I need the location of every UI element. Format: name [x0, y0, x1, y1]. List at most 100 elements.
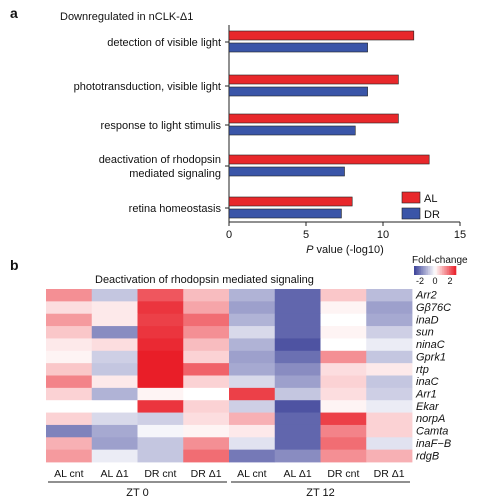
heatmap-cell: [274, 289, 321, 302]
bar-chart-xlabel: P value (-log10): [306, 244, 384, 256]
colorbar-step: [449, 266, 452, 275]
colorbar-step: [421, 266, 424, 275]
heatmap-cell: [91, 363, 138, 376]
heatmap-cell: [274, 338, 321, 352]
gene-label: norpA: [416, 413, 445, 425]
heatmap-cell: [183, 313, 230, 327]
heatmap-cell: [274, 387, 321, 401]
gene-label: rtp: [416, 364, 429, 376]
bar-al: [228, 113, 399, 124]
heatmap-cell: [46, 375, 93, 389]
heatmap-cell: [183, 375, 230, 389]
heatmap-cell: [274, 449, 321, 463]
colorbar-step: [415, 266, 418, 275]
colorbar-step: [422, 266, 425, 275]
heatmap-cell: [320, 350, 367, 364]
column-label: AL cnt: [237, 468, 266, 480]
heatmap-cell: [366, 350, 413, 364]
category-label: detection of visible light: [107, 37, 221, 49]
heatmap-cell: [320, 338, 367, 352]
gene-label: Camta: [416, 426, 448, 438]
heatmap-cell: [320, 400, 367, 413]
heatmap-cell: [46, 289, 93, 302]
bar-chart-xlabel-p: P: [306, 244, 314, 256]
colorbar-step: [431, 266, 434, 275]
colorbar-tick-label: -2: [416, 276, 424, 286]
heatmap-cell: [137, 449, 184, 463]
colorbar-step: [433, 266, 436, 275]
heatmap-cell: [366, 301, 413, 315]
heatmap-cell: [46, 301, 93, 315]
panel-a-label: a: [10, 5, 18, 21]
x-tick-label: 5: [303, 229, 309, 241]
heatmap-cell: [137, 326, 184, 339]
heatmap-cell: [274, 400, 321, 413]
heatmap-cell: [320, 313, 367, 327]
gene-label: inaF−B: [416, 438, 451, 450]
heatmap-cell: [274, 437, 321, 451]
heatmap-cell: [91, 387, 138, 401]
heatmap-cell: [137, 350, 184, 364]
heatmap-cell: [320, 437, 367, 451]
x-tick-label: 15: [454, 229, 466, 241]
heatmap-cell: [137, 412, 184, 426]
heatmap-cell: [366, 449, 413, 463]
gene-label: Gprk1: [416, 351, 446, 363]
heatmap-cell: [91, 437, 138, 451]
colorbar-step: [419, 266, 422, 275]
heatmap-cell: [91, 449, 138, 463]
heatmap-cell: [137, 289, 184, 302]
category-label: phototransduction, visible light: [74, 81, 221, 93]
category-label: response to light stimulis: [101, 120, 222, 132]
heatmap-cell: [320, 289, 367, 302]
heatmap-cell: [137, 375, 184, 389]
bar-dr: [228, 166, 345, 177]
colorbar-step: [438, 266, 441, 275]
heatmap-cell: [320, 387, 367, 401]
heatmap-cell: [366, 363, 413, 376]
colorbar-tick-label: 2: [447, 276, 452, 286]
heatmap-cell: [274, 375, 321, 389]
heatmap-cell: [320, 424, 367, 438]
gene-label: Ekar: [416, 401, 440, 413]
x-tick-label: 0: [226, 229, 232, 241]
colorbar-step: [447, 266, 450, 275]
column-label: AL Δ1: [284, 468, 312, 480]
heatmap-cell: [46, 363, 93, 376]
heatmap-cell: [229, 289, 276, 302]
heatmap-cell: [366, 437, 413, 451]
heatmap-cell: [274, 301, 321, 315]
heatmap-cell: [183, 387, 230, 401]
column-label: AL cnt: [54, 468, 83, 480]
category-label: deactivation of rhodopsin: [99, 154, 221, 166]
heatmap-cell: [46, 387, 93, 401]
heatmap-cell: [91, 326, 138, 339]
heatmap-cell: [137, 301, 184, 315]
heatmap-cell: [229, 363, 276, 376]
colorbar-step: [442, 266, 445, 275]
category-label: mediated signaling: [129, 168, 221, 180]
colorbar-step: [426, 266, 429, 275]
gene-label: Gβ76C: [416, 302, 451, 314]
heatmap-cell: [320, 363, 367, 376]
heatmap-cell: [229, 338, 276, 352]
heatmap-cell: [366, 338, 413, 352]
heatmap-cell: [137, 424, 184, 438]
heatmap-cell: [229, 350, 276, 364]
heatmap-cell: [229, 449, 276, 463]
column-label: DR cnt: [144, 468, 176, 480]
heatmap-cell: [320, 326, 367, 339]
heatmap-cell: [46, 400, 93, 413]
heatmap-cell: [183, 449, 230, 463]
heatmap-cell: [183, 400, 230, 413]
column-label: DR cnt: [327, 468, 359, 480]
heatmap-cell: [183, 424, 230, 438]
heatmap-cell: [137, 338, 184, 352]
bar-dr: [228, 86, 368, 97]
gene-label: rdgB: [416, 450, 439, 462]
heatmap-cell: [183, 301, 230, 315]
colorbar-step: [450, 266, 453, 275]
heatmap-cell: [366, 424, 413, 438]
colorbar-step: [454, 266, 457, 275]
bar-chart: 0 5 10 15 detection of visible light phototra…: [74, 25, 466, 241]
